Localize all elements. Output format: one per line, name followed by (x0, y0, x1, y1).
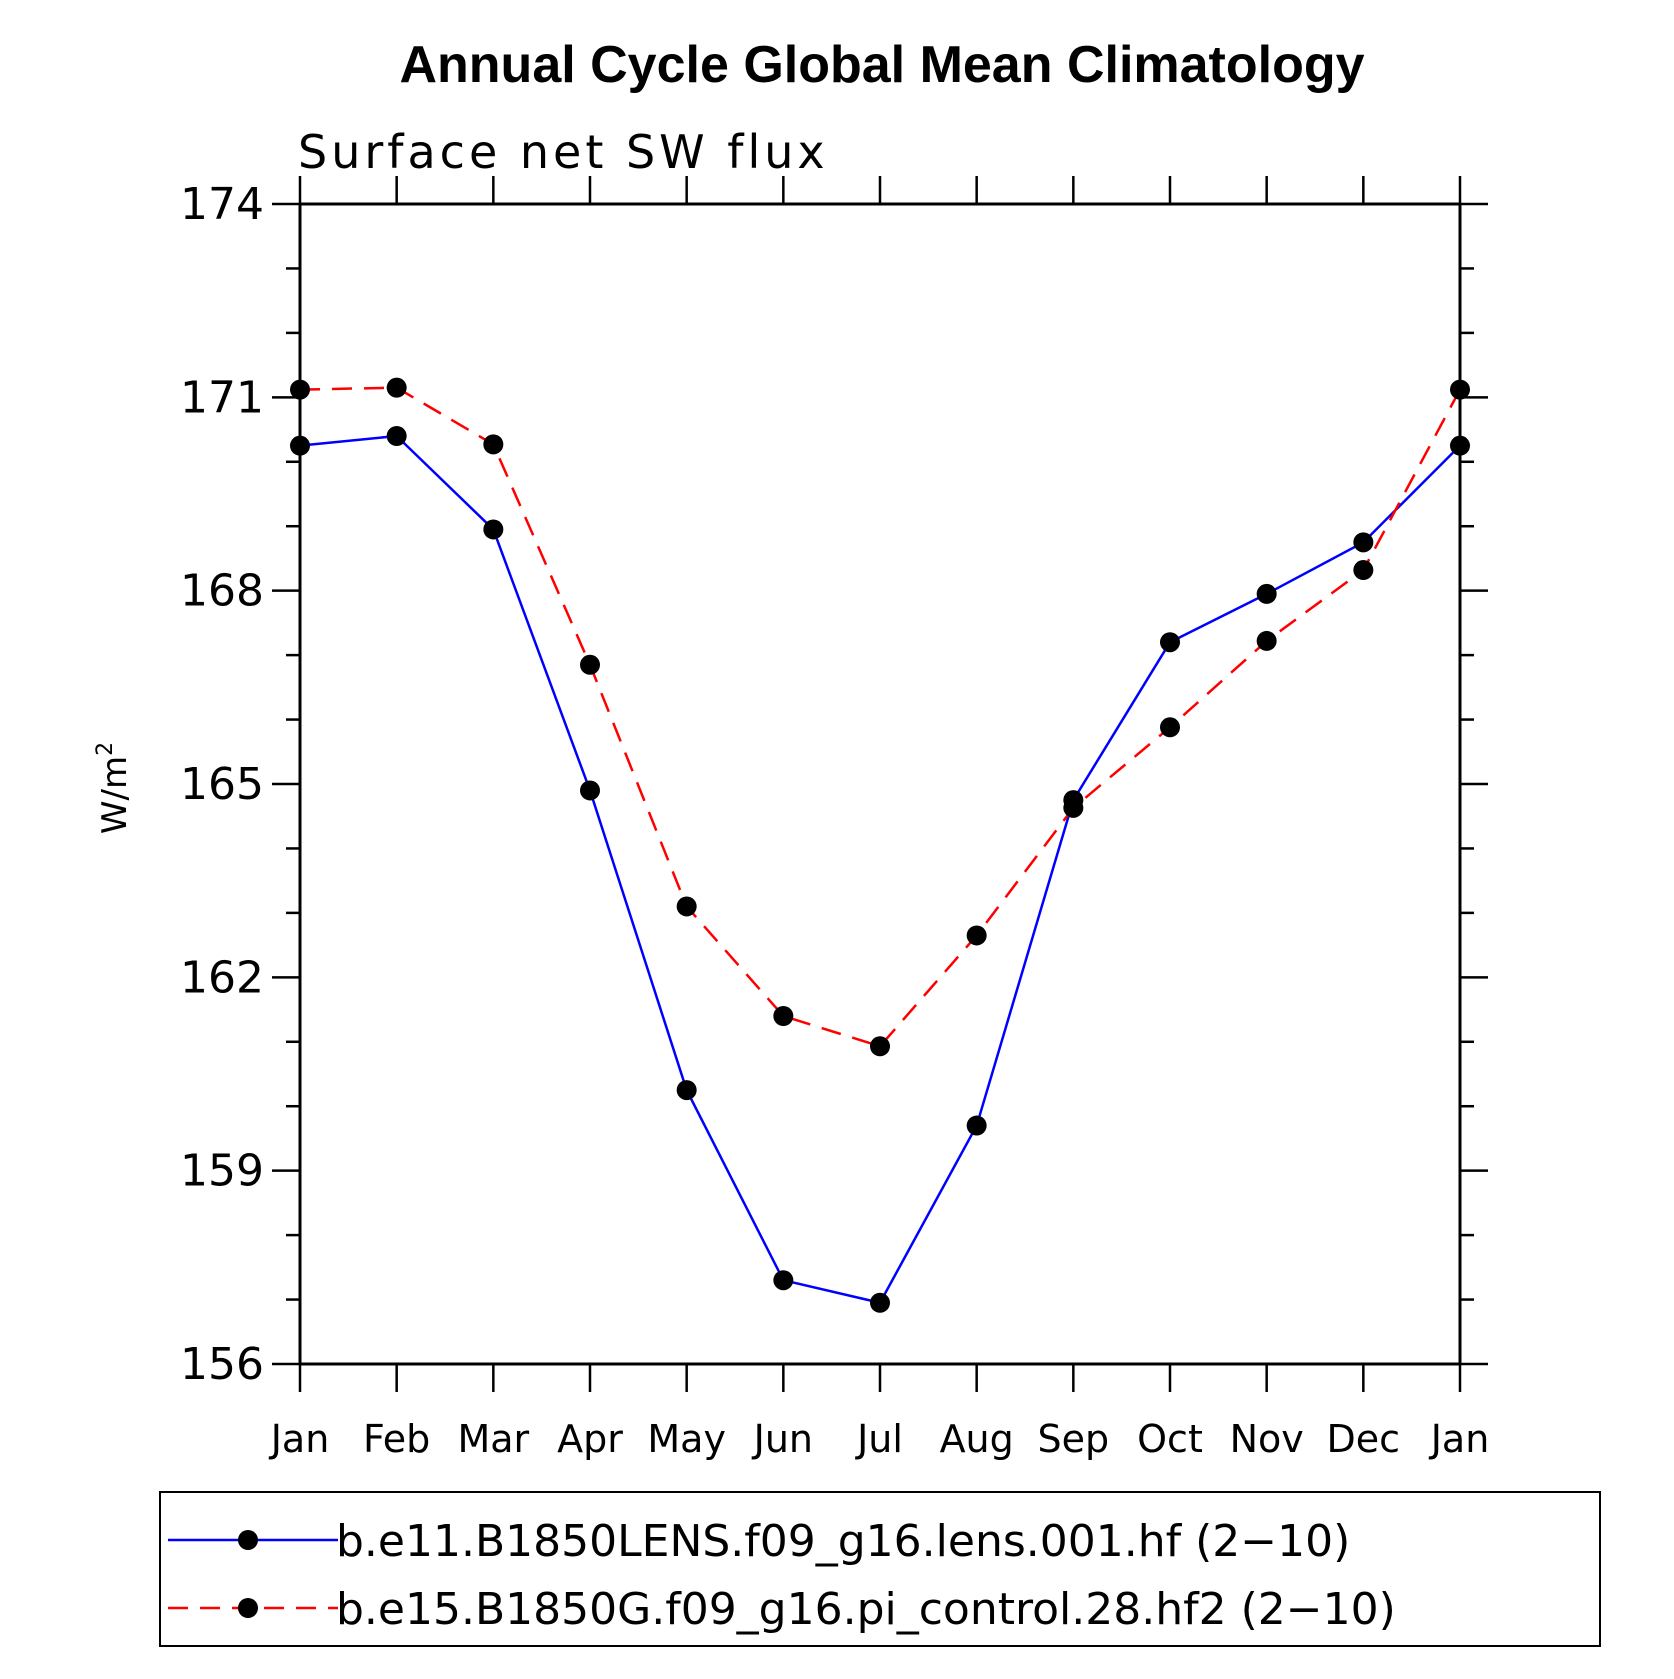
y-tick-label: 165 (180, 759, 264, 810)
series-1-point (1256, 583, 1277, 604)
series-1-point (966, 1115, 987, 1136)
x-tick-label: Feb (363, 1417, 430, 1461)
y-tick-label: 174 (180, 179, 264, 230)
series-line-2 (299, 386, 1462, 1048)
legend-marker-2 (238, 1598, 258, 1618)
y-tick-label: 171 (180, 372, 264, 423)
series-2-point (966, 925, 987, 946)
x-tick-label: Mar (457, 1417, 529, 1461)
legend-box (159, 1491, 1601, 1647)
series-1-point (386, 426, 407, 446)
legend-marker-1 (238, 1530, 258, 1550)
series-2-point (676, 896, 697, 917)
series-line-1 (299, 434, 1461, 1305)
x-tick-label: Oct (1137, 1417, 1203, 1461)
series-2-point (580, 654, 600, 675)
x-tick-label: Jan (269, 1417, 330, 1461)
series-2-point (1160, 717, 1180, 738)
series-2-point (386, 377, 407, 398)
series-1-point (1450, 435, 1470, 456)
x-tick-label: Jan (1429, 1417, 1490, 1461)
y-tick-label: 168 (180, 566, 264, 617)
plot-frame (298, 202, 1462, 1366)
x-tick-label: Jun (752, 1417, 813, 1461)
legend: b.e11.B1850LENS.f09_g16.lens.001.hf (2−1… (159, 1491, 1601, 1647)
series-2-point (1256, 630, 1277, 651)
chart-title: Annual Cycle Global Mean Climatology (399, 36, 1364, 94)
series-1-point (870, 1292, 890, 1313)
series-1-point (773, 1270, 794, 1291)
y-tick-label: 162 (180, 952, 264, 1003)
series-2-point (290, 379, 310, 400)
chart-subtitle: Surface net SW flux (298, 125, 829, 179)
legend-label-1: b.e11.B1850LENS.f09_g16.lens.001.hf (2−1… (336, 1516, 1350, 1567)
series-1-point (290, 435, 310, 456)
y-axis-label: W/m2 (93, 742, 135, 834)
series-2-point (773, 1006, 794, 1026)
series-1-point (580, 780, 600, 801)
series-2-point (1353, 560, 1374, 581)
series-1-point (483, 519, 504, 540)
x-tick-label: Apr (557, 1417, 623, 1461)
y-axis-label-main: W/m (95, 756, 135, 834)
x-tick-label: May (647, 1417, 726, 1461)
x-tick-label: Dec (1327, 1417, 1401, 1461)
x-tick-label: Nov (1230, 1417, 1304, 1461)
legend-label-2: b.e15.B1850G.f09_g16.pi_control.28.hf2 (… (336, 1584, 1396, 1635)
series-1-point (1160, 632, 1180, 653)
series-2-point (870, 1036, 890, 1057)
series-2-point (1063, 797, 1084, 818)
x-tick-label: Aug (940, 1417, 1014, 1461)
x-tick-label: Jul (855, 1417, 903, 1461)
series-1-point (676, 1080, 697, 1101)
series-2-point (483, 434, 504, 455)
y-tick-label: 159 (180, 1146, 264, 1197)
y-axis-label-superscript: 2 (93, 742, 118, 756)
x-tick-label: Sep (1038, 1417, 1110, 1461)
series-2-point (1450, 379, 1470, 400)
series-1-point (1353, 532, 1374, 553)
y-tick-label: 156 (180, 1339, 264, 1390)
